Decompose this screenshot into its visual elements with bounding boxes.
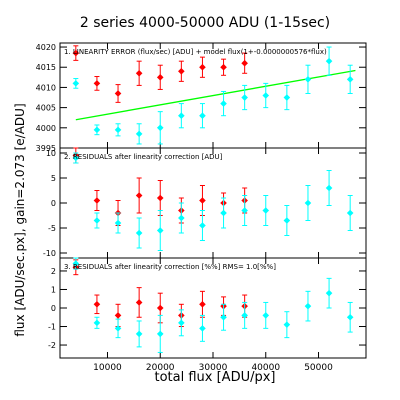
y-tick-label: 3995 [36, 144, 56, 153]
data-point [199, 63, 206, 71]
data-point [283, 94, 291, 101]
y-tick-label: 0 [51, 304, 56, 313]
data-point [325, 57, 333, 65]
data-point [135, 330, 143, 338]
data-point [72, 80, 80, 87]
x-tick-label: 10000 [93, 363, 122, 373]
data-point [241, 59, 248, 67]
data-point [156, 227, 164, 234]
y-tick-label: 4000 [36, 124, 56, 133]
y-tick-label: -2 [48, 341, 56, 350]
data-point [93, 319, 101, 327]
data-point [241, 207, 248, 214]
y-tick-label: 4015 [36, 63, 56, 72]
x-tick-label: 30000 [199, 363, 228, 373]
series-cyan [72, 152, 354, 251]
data-point [199, 197, 206, 204]
data-point [325, 289, 333, 297]
data-point [220, 100, 227, 107]
y-tick-label: 4020 [36, 43, 56, 52]
data-point [135, 69, 143, 77]
y-tick-label: 4005 [36, 104, 56, 113]
data-point [262, 312, 270, 319]
data-point [178, 67, 185, 75]
data-point [72, 49, 80, 57]
series-cyan [72, 46, 354, 145]
data-point [304, 199, 312, 207]
data-point [346, 313, 354, 321]
x-tick-label: 40000 [251, 363, 280, 373]
y-tick-label: 0 [51, 199, 56, 208]
data-point [114, 126, 122, 134]
y-tick-label: -5 [48, 224, 56, 233]
y-tick-label: 1 [51, 285, 56, 294]
data-point [135, 229, 143, 237]
data-point [220, 313, 227, 321]
data-point [199, 300, 206, 308]
data-point [178, 319, 185, 327]
data-point [304, 302, 312, 310]
series-red [72, 45, 248, 103]
y-tick-label: 10 [46, 149, 56, 158]
data-point [114, 325, 122, 332]
data-point [135, 192, 143, 199]
data-point [220, 63, 227, 71]
y-tick-label: 2 [51, 267, 56, 276]
data-point [135, 130, 143, 138]
data-point [93, 80, 101, 87]
data-point [304, 76, 312, 83]
y-tick-label: -10 [43, 249, 56, 258]
x-axis-label: total flux [ADU/px] [155, 370, 276, 385]
data-point [93, 197, 101, 204]
data-point [72, 260, 80, 267]
data-point [114, 312, 122, 319]
panels-group: 3995 4000 4005 4010 4015 4020 1. LINEARITY ERR… [36, 42, 367, 373]
data-point [220, 209, 227, 217]
panel-3: -2 -1 0 1 2 10000 20000 30000 40000 50000 3. RESID… [48, 257, 367, 373]
y-tick-label: -1 [48, 323, 56, 332]
data-point [114, 219, 122, 227]
data-point [283, 321, 291, 328]
data-point [199, 222, 206, 229]
data-point [156, 74, 164, 81]
data-point [346, 209, 354, 217]
data-point [93, 300, 101, 308]
chart-title: 2 series 4000-50000 ADU (1-15sec) [80, 15, 330, 31]
x-tick-label: 50000 [304, 363, 333, 373]
data-point [178, 112, 185, 119]
panel-label: 2. RESIDUALS after linearity correction … [64, 153, 223, 161]
panel-1: 3995 4000 4005 4010 4015 4020 1. LINEARITY ERR… [36, 42, 367, 153]
series-cyan [72, 257, 354, 353]
data-point [93, 126, 101, 134]
data-point [178, 214, 185, 222]
data-point [262, 207, 270, 214]
y-tick-label: 5 [51, 174, 56, 183]
data-point [199, 112, 206, 119]
data-point [156, 330, 164, 338]
data-point [199, 325, 206, 332]
data-point [283, 217, 291, 224]
data-point [262, 92, 270, 99]
panel-label: 1. LINEARITY ERROR (flux/sec) [ADU] + mo… [64, 48, 327, 56]
data-point [241, 312, 248, 319]
data-point [241, 94, 248, 101]
data-point [156, 304, 164, 312]
data-point [72, 154, 80, 162]
panel-label: 3. RESIDUALS after linearity correction … [64, 263, 276, 271]
data-point [156, 124, 164, 132]
y-tick-label: 4010 [36, 83, 56, 92]
y-axis-label: flux [ADU/sec.px], gain=2.073 [e/ADU] [13, 103, 27, 336]
data-point [114, 90, 122, 97]
data-point [135, 299, 143, 306]
data-point [325, 184, 333, 192]
data-point [93, 217, 101, 224]
data-point [156, 194, 164, 202]
x-tick-label: 20000 [146, 363, 175, 373]
data-point [346, 76, 354, 83]
